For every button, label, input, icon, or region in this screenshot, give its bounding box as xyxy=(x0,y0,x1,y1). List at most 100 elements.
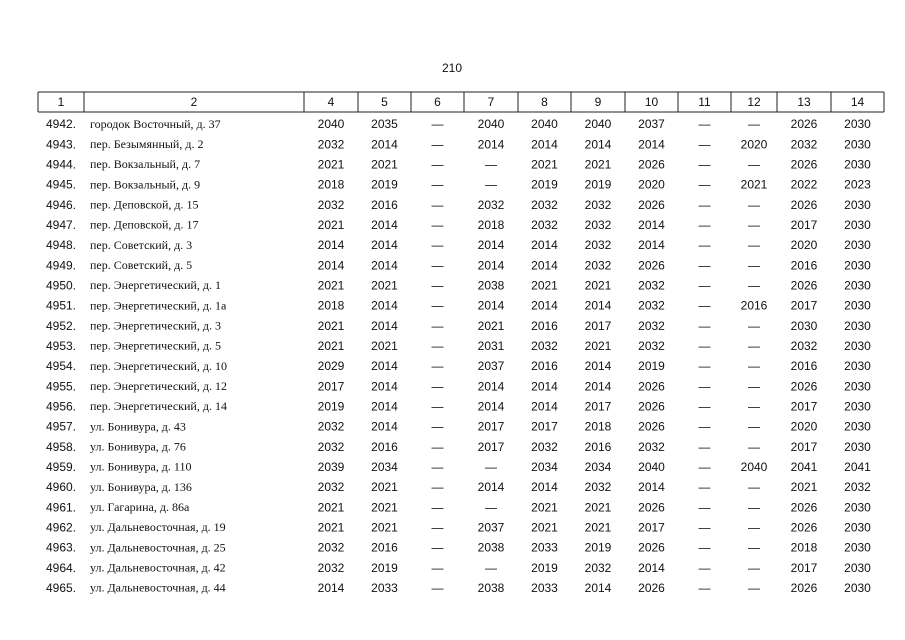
address-cell: ул. Дальневосточная, д. 19 xyxy=(90,520,226,534)
year-cell: 2032 xyxy=(318,561,345,575)
year-cell: 2021 xyxy=(531,521,558,535)
year-cell: 2014 xyxy=(478,137,505,151)
year-cell: 2016 xyxy=(371,440,398,454)
row-number: 4954. xyxy=(46,359,76,373)
year-cell: 2032 xyxy=(638,339,665,353)
year-cell: — xyxy=(432,178,444,192)
year-cell: 2019 xyxy=(318,400,345,414)
header-cell: 8 xyxy=(541,95,548,109)
year-cell: — xyxy=(432,117,444,131)
year-cell: 2014 xyxy=(478,258,505,272)
year-cell: 2014 xyxy=(478,480,505,494)
year-cell: 2039 xyxy=(318,460,345,474)
year-cell: 2022 xyxy=(791,178,818,192)
year-cell: 2041 xyxy=(791,460,818,474)
year-cell: — xyxy=(748,158,760,172)
header-cell: 12 xyxy=(747,95,761,109)
year-cell: — xyxy=(432,400,444,414)
year-cell: — xyxy=(748,420,760,434)
year-cell: 2029 xyxy=(318,359,345,373)
header-cell: 11 xyxy=(698,95,711,109)
year-cell: 2026 xyxy=(791,158,818,172)
year-cell: 2040 xyxy=(318,117,345,131)
year-cell: — xyxy=(432,420,444,434)
year-cell: — xyxy=(432,500,444,514)
year-cell: 2032 xyxy=(585,561,612,575)
row-number: 4960. xyxy=(46,480,76,494)
year-cell: — xyxy=(432,581,444,595)
year-cell: 2030 xyxy=(844,359,871,373)
year-cell: — xyxy=(699,218,711,232)
header-cell: 13 xyxy=(797,95,811,109)
year-cell: 2021 xyxy=(585,339,612,353)
year-cell: — xyxy=(748,521,760,535)
address-cell: пер. Энергетический, д. 1 xyxy=(90,278,221,292)
year-cell: 2014 xyxy=(318,238,345,252)
year-cell: 2016 xyxy=(531,359,558,373)
year-cell: — xyxy=(432,279,444,293)
year-cell: — xyxy=(699,117,711,131)
year-cell: 2026 xyxy=(638,379,665,393)
year-cell: 2018 xyxy=(585,420,612,434)
year-cell: 2037 xyxy=(638,117,665,131)
year-cell: 2026 xyxy=(791,379,818,393)
year-cell: 2040 xyxy=(478,117,505,131)
year-cell: 2021 xyxy=(318,521,345,535)
header-cell: 9 xyxy=(595,95,602,109)
year-cell: — xyxy=(699,178,711,192)
row-number: 4946. xyxy=(46,198,76,212)
year-cell: 2019 xyxy=(585,178,612,192)
year-cell: 2014 xyxy=(371,258,398,272)
year-cell: — xyxy=(699,158,711,172)
year-cell: 2030 xyxy=(844,117,871,131)
year-cell: 2030 xyxy=(844,279,871,293)
year-cell: 2021 xyxy=(531,158,558,172)
address-cell: ул. Бонивура, д. 110 xyxy=(90,460,191,474)
year-cell: 2021 xyxy=(531,500,558,514)
year-cell: 2026 xyxy=(791,500,818,514)
address-cell: пер. Безымянный, д. 2 xyxy=(90,137,203,151)
year-cell: 2032 xyxy=(531,339,558,353)
year-cell: — xyxy=(748,117,760,131)
year-cell: 2032 xyxy=(791,339,818,353)
year-cell: — xyxy=(699,440,711,454)
year-cell: — xyxy=(699,561,711,575)
year-cell: 2035 xyxy=(371,117,398,131)
year-cell: 2017 xyxy=(531,420,558,434)
year-cell: — xyxy=(485,460,497,474)
year-cell: 2014 xyxy=(371,299,398,313)
year-cell: 2014 xyxy=(531,480,558,494)
year-cell: — xyxy=(748,279,760,293)
year-cell: 2021 xyxy=(531,279,558,293)
year-cell: 2016 xyxy=(791,258,818,272)
year-cell: — xyxy=(748,198,760,212)
year-cell: 2014 xyxy=(371,379,398,393)
year-cell: 2032 xyxy=(791,137,818,151)
year-cell: 2026 xyxy=(791,279,818,293)
year-cell: 2021 xyxy=(371,480,398,494)
row-number: 4965. xyxy=(46,581,76,595)
year-cell: 2032 xyxy=(585,238,612,252)
year-cell: 2014 xyxy=(638,218,665,232)
address-cell: ул. Дальневосточная, д. 44 xyxy=(90,581,226,595)
year-cell: 2032 xyxy=(585,258,612,272)
year-cell: 2032 xyxy=(478,198,505,212)
year-cell: 2014 xyxy=(478,238,505,252)
year-cell: 2014 xyxy=(371,359,398,373)
year-cell: — xyxy=(748,400,760,414)
address-cell: городок Восточный, д. 37 xyxy=(90,117,221,131)
year-cell: 2017 xyxy=(318,379,345,393)
year-cell: 2019 xyxy=(531,178,558,192)
year-cell: 2033 xyxy=(371,581,398,595)
year-cell: 2032 xyxy=(318,198,345,212)
header-cell: 4 xyxy=(328,95,335,109)
year-cell: 2030 xyxy=(844,319,871,333)
year-cell: 2017 xyxy=(791,218,818,232)
address-cell: пер. Вокзальный, д. 9 xyxy=(90,177,200,191)
year-cell: 2030 xyxy=(844,158,871,172)
year-cell: — xyxy=(748,561,760,575)
year-cell: 2017 xyxy=(585,319,612,333)
year-cell: 2014 xyxy=(585,137,612,151)
address-cell: пер. Деповской, д. 15 xyxy=(90,197,199,211)
year-cell: 2021 xyxy=(371,339,398,353)
